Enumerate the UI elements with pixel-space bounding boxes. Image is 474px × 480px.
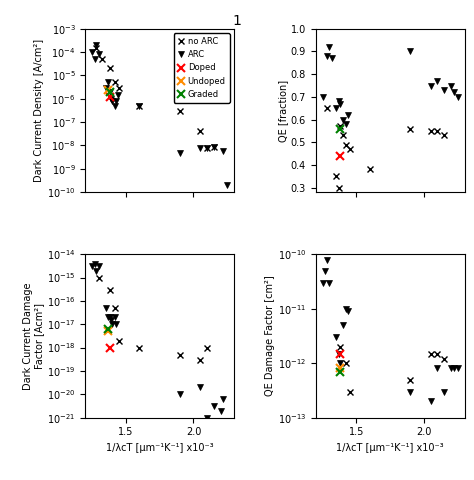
Y-axis label: Dark Current Density [A/cm²]: Dark Current Density [A/cm²]: [34, 39, 45, 182]
X-axis label: 1/λcT [μm⁻¹K⁻¹] x10⁻³: 1/λcT [μm⁻¹K⁻¹] x10⁻³: [106, 443, 213, 453]
Y-axis label: QE [fraction]: QE [fraction]: [278, 79, 288, 142]
Y-axis label: QE Damage Factor [cm²]: QE Damage Factor [cm²]: [265, 276, 275, 396]
Legend: no ARC, ARC, Doped, Undoped, Graded: no ARC, ARC, Doped, Undoped, Graded: [173, 33, 230, 103]
Y-axis label: Dark Current Damage
Factor [Acm²]: Dark Current Damage Factor [Acm²]: [23, 282, 44, 390]
Text: 1: 1: [233, 14, 241, 28]
X-axis label: 1/λcT [μm⁻¹K⁻¹] x10⁻³: 1/λcT [μm⁻¹K⁻¹] x10⁻³: [337, 443, 444, 453]
